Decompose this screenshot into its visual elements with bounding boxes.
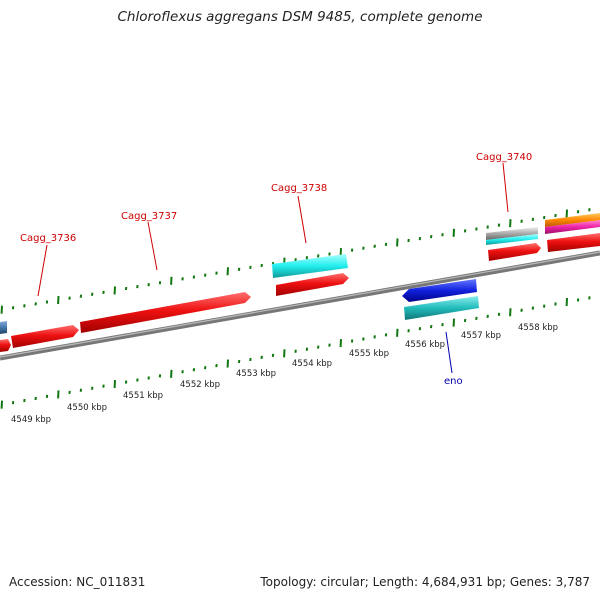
- kbp-label: 4553 kbp: [236, 369, 276, 379]
- kbp-label: 4557 kbp: [461, 331, 501, 341]
- gene-feature-left-small[interactable]: [0, 339, 11, 352]
- gene-label-eno: eno: [444, 376, 463, 387]
- kbp-label: 4558 kbp: [518, 323, 558, 333]
- gene-feature-cagg-3736[interactable]: [11, 325, 79, 348]
- gene-feature-right-red[interactable]: [547, 233, 600, 252]
- gene-feature-cagg-3737[interactable]: [80, 292, 251, 333]
- accession-text: Accession: NC_011831: [9, 575, 146, 589]
- gene-feature-eno-teal[interactable]: [404, 296, 479, 320]
- gene-label-cagg-3737: Cagg_3737: [121, 211, 177, 222]
- kbp-label: 4552 kbp: [180, 380, 220, 390]
- kbp-label: 4550 kbp: [67, 403, 107, 413]
- gene-label-cagg-3738: Cagg_3738: [271, 183, 327, 194]
- gene-feature-grey[interactable]: [486, 227, 538, 240]
- kbp-label: 4556 kbp: [405, 340, 445, 350]
- kbp-label: 4554 kbp: [292, 359, 332, 369]
- lower-ruler: [0, 296, 591, 409]
- gene-label-cagg-3740: Cagg_3740: [476, 152, 532, 163]
- kbp-label: 4549 kbp: [11, 415, 51, 425]
- gene-feature-cagg-3738-rna[interactable]: [272, 254, 348, 278]
- gene-feature-cagg-3738[interactable]: [276, 273, 349, 296]
- gene-feature-right-orange[interactable]: [545, 213, 600, 227]
- gene-feature-cyan-small[interactable]: [486, 234, 538, 245]
- kbp-label: 4555 kbp: [349, 349, 389, 359]
- genome-backbone: [0, 250, 600, 361]
- gene-feature-left-steel[interactable]: [0, 321, 7, 334]
- topology-text: Topology: circular; Length: 4,684,931 bp…: [260, 575, 590, 589]
- gene-label-cagg-3736: Cagg_3736: [20, 233, 76, 244]
- gene-feature-right-magenta[interactable]: [545, 220, 600, 234]
- gene-feature-eno[interactable]: [402, 279, 477, 302]
- kbp-label: 4551 kbp: [123, 391, 163, 401]
- upper-ruler: [0, 208, 591, 314]
- map-title: Chloroflexus aggregans DSM 9485, complet…: [117, 9, 483, 25]
- gene-feature-cagg-3740[interactable]: [488, 243, 541, 261]
